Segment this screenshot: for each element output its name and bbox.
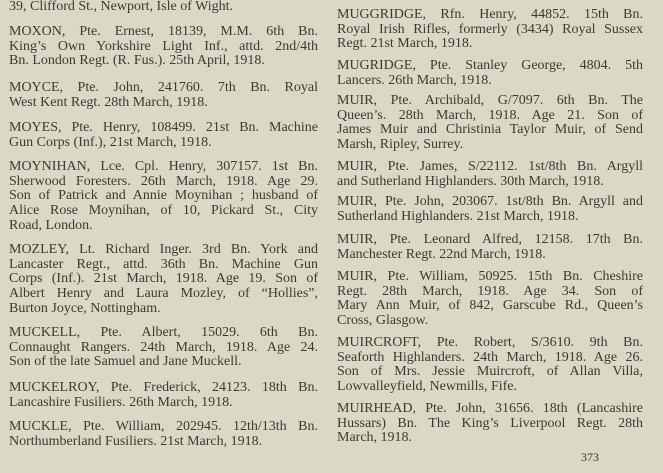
entry-line: MOYNIHAN, Lce. Cpl. Henry, 307157. 1st B… [9, 159, 318, 174]
roll-entry: MUCKELROY, Pte. Frederick, 24123. 18th B… [9, 380, 318, 410]
entry-line: Corps (Inf.). 21st March, 1918. Age 19. … [9, 271, 318, 287]
entry-line: March, 1918. [337, 430, 413, 446]
entry-line: Seaforth Highlanders. 24th March, 1918. … [337, 349, 643, 365]
entry-line: Lancaster Regt., attd. 36th Bn. Machine … [9, 256, 318, 272]
entry-line: MOXON, Pte. Ernest, 18139, M.M. 6th Bn. [9, 24, 318, 39]
entry-line: MUGRIDGE, Pte. Stanley George, 4804. 5th [337, 58, 643, 73]
entry-line: MUIRHEAD, Pte. John, 31656. 18th (Lancas… [337, 401, 643, 416]
entry-line: MUIR, Pte. Archibald, G/7097. 6th Bn. Th… [337, 93, 643, 108]
page-number: 373 [581, 450, 599, 464]
entry-line: Lancers. 26th March, 1918. [337, 72, 492, 88]
roll-entry: MUCKELL, Pte. Albert, 15029. 6th Bn. Conn… [9, 325, 318, 370]
entry-line: Son of Mrs. Jessie Muircroft, of Allan V… [337, 364, 643, 380]
entry-line: Lowvalleyfield, Newmills, Fife. [337, 379, 518, 395]
entry-line: Alice Rose Moynihan, of 10, Pickard St.,… [9, 203, 318, 219]
entry-line: MUIR, Pte. James, S/22112. 1st/8th Bn. A… [337, 159, 643, 174]
entry-line: MUCKELL, Pte. Albert, 15029. 6th Bn. [9, 325, 318, 340]
entry-line: Royal Irish Rifles, formerly (3434) Roya… [337, 21, 643, 37]
entry-line: MUGGRIDGE, Rfn. Henry, 44852. 15th Bn. [337, 7, 643, 22]
entry-line: MUIR, Pte. Leonard Alfred, 12158. 17th B… [337, 232, 643, 247]
entry-line: Marsh, Ripley, Surrey. [337, 137, 464, 153]
entry-line: Son of the late Samuel and Jane Muckell. [9, 354, 242, 370]
entry-line: Lancashire Fusiliers. 26th March, 1918. [9, 394, 233, 410]
entry-line: King’s Own Yorkshire Light Inf., attd. 2… [9, 38, 318, 54]
entry-line: Connaught Rangers. 24th March, 1918. Age… [9, 339, 318, 355]
entry-line: Son of Patrick and Annie Moynihan ; husb… [9, 188, 318, 204]
entry-line: MOYES, Pte. Henry, 108499. 21st Bn. Mach… [9, 120, 318, 135]
entry-line: Queen’s. 28th March, 1918. Age 21. Son o… [337, 107, 643, 123]
roll-entry: MUIR, Pte. Leonard Alfred, 12158. 17th B… [337, 232, 643, 262]
entry-line: Sherwood Foresters. 26th March, 1918. Ag… [9, 173, 318, 189]
entry-line: 39, Clifford St., Newport, Isle of Wight… [9, 0, 234, 14]
roll-entry: MUIRHEAD, Pte. John, 31656. 18th (Lancas… [337, 401, 643, 446]
roll-entry: MUGRIDGE, Pte. Stanley George, 4804. 5th… [337, 58, 643, 88]
entry-line: James Muir and Christinia Taylor Muir, o… [337, 122, 643, 138]
entry-line: Sutherland Highlanders. 21st March, 1918… [337, 208, 579, 224]
entry-line: Burton Joyce, Nottingham. [9, 300, 161, 316]
entry-line: Cross, Glasgow. [337, 313, 429, 329]
roll-entry: MUIR, Pte. John, 203067. 1st/8th Bn. Arg… [337, 194, 643, 224]
roll-entry: MOZLEY, Lt. Richard Inger. 3rd Bn. York … [9, 242, 318, 317]
entry-line: Road, London. [9, 217, 93, 233]
entry-line: Northumberland Fusiliers. 21st March, 19… [9, 433, 263, 449]
entry-line: MOZLEY, Lt. Richard Inger. 3rd Bn. York … [9, 242, 318, 257]
entry-line: West Kent Regt. 28th March, 1918. [9, 94, 208, 110]
roll-entry: 39, Clifford St., Newport, Isle of Wight… [9, 0, 318, 15]
entry-line: Mary Ann Muir, of 842, Garscube Rd., Que… [337, 298, 643, 314]
entry-line: MUIR, Pte. John, 203067. 1st/8th Bn. Arg… [337, 194, 643, 209]
roll-entry: MUIRCROFT, Pte. Robert, S/3610. 9th Bn. S… [337, 335, 643, 395]
roll-entry: MUGGRIDGE, Rfn. Henry, 44852. 15th Bn. Ro… [337, 7, 643, 52]
roll-entry: MUIR, Pte. Archibald, G/7097. 6th Bn. Th… [337, 93, 643, 153]
entry-line: MUCKELROY, Pte. Frederick, 24123. 18th B… [9, 380, 318, 395]
roll-entry: MUIR, Pte. William, 50925. 15th Bn. Ches… [337, 269, 643, 329]
roll-entry: MOXON, Pte. Ernest, 18139, M.M. 6th Bn. K… [9, 24, 318, 69]
roll-entry: MUIR, Pte. James, S/22112. 1st/8th Bn. A… [337, 159, 643, 189]
roll-entry: MOYNIHAN, Lce. Cpl. Henry, 307157. 1st B… [9, 159, 318, 234]
roll-entry: MOYCE, Pte. John, 241760. 7th Bn. Royal W… [9, 80, 318, 110]
entry-line: MUIRCROFT, Pte. Robert, S/3610. 9th Bn. [337, 335, 643, 350]
entry-line: Regt. 28th March, 1918. Age 34. Son of [337, 283, 643, 299]
entry-line: Hussars) Bn. The King’s Liverpool Regt. … [337, 415, 643, 431]
entry-line: MUCKLE, Pte. William, 202945. 12th/13th … [9, 419, 318, 434]
entry-line: MOYCE, Pte. John, 241760. 7th Bn. Royal [9, 80, 318, 95]
entry-line: Bn. London Regt. (R. Fus.). 25th April, … [9, 53, 265, 69]
entry-line: and Sutherland Highlanders. 30th March, … [337, 173, 604, 189]
entry-line: Manchester Regt. 22nd March, 1918. [337, 246, 546, 262]
roll-entry: MOYES, Pte. Henry, 108499. 21st Bn. Mach… [9, 120, 318, 150]
roll-entry: MUCKLE, Pte. William, 202945. 12th/13th … [9, 419, 318, 449]
entry-line: Regt. 21st March, 1918. [337, 36, 473, 52]
entry-line: MUIR, Pte. William, 50925. 15th Bn. Ches… [337, 269, 643, 284]
entry-line: Gun Corps (Inf.), 21st March, 1918. [9, 134, 212, 150]
entry-line: Albert Henry and Laura Mozley, of “Holli… [9, 286, 318, 302]
